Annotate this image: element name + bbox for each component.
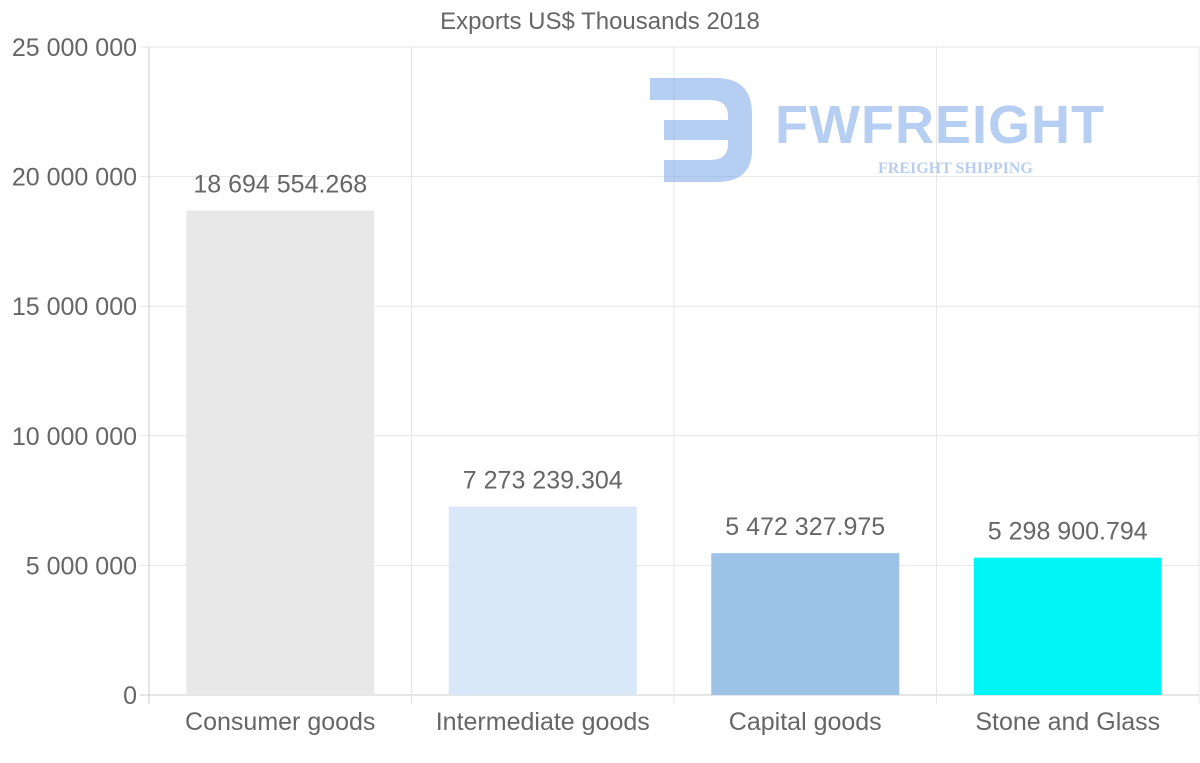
data-label: 5 472 327.975 — [725, 513, 885, 541]
fwfreight-logo-icon — [650, 78, 752, 182]
bar — [186, 210, 375, 696]
fwfreight-watermark: FWFREIGHT FREIGHT SHIPPING — [640, 70, 1160, 190]
data-label: 5 298 900.794 — [988, 518, 1148, 546]
bar — [973, 557, 1162, 695]
y-tick-label: 10 000 000 — [12, 423, 137, 451]
chart-title: Exports US$ Thousands 2018 — [440, 8, 760, 35]
x-tick-label: Capital goods — [729, 708, 882, 736]
y-tick-label: 5 000 000 — [26, 552, 137, 580]
bar — [711, 553, 900, 695]
y-tick-label: 25 000 000 — [12, 34, 137, 62]
bar — [448, 506, 637, 695]
watermark-brand: FWFREIGHT — [775, 95, 1105, 155]
bars — [186, 210, 1162, 696]
y-tick-label: 0 — [123, 682, 137, 710]
x-tick-label: Stone and Glass — [975, 708, 1160, 736]
data-labels: 18 694 554.268 7 273 239.304 5 472 327.975… — [193, 170, 1147, 545]
data-label: 7 273 239.304 — [463, 466, 623, 494]
data-label: 18 694 554.268 — [193, 170, 367, 198]
y-tick-label: 20 000 000 — [12, 164, 137, 192]
watermark-tagline: FREIGHT SHIPPING — [878, 160, 1033, 177]
x-tick-label: Intermediate goods — [436, 708, 650, 736]
y-tick-label: 15 000 000 — [12, 293, 137, 321]
x-tick-label: Consumer goods — [185, 708, 375, 736]
y-axis-ticks: 0 5 000 000 10 000 000 15 000 000 20 000 000… — [12, 34, 137, 710]
x-axis-ticks: Consumer goods Intermediate goods Capital … — [185, 708, 1160, 736]
